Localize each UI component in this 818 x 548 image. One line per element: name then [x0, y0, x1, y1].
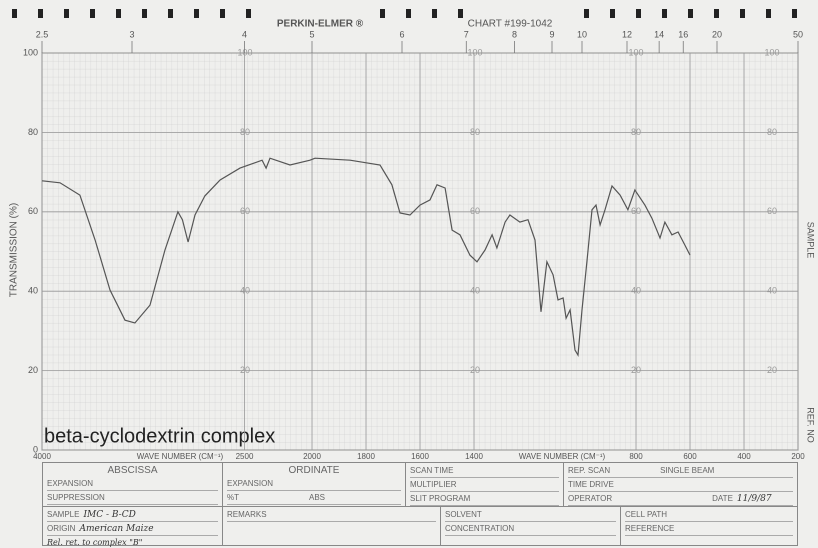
sample-value: IMC - B-CD	[83, 510, 136, 520]
x2-tick-label: 10	[577, 29, 587, 39]
inner-y-label: 80	[767, 127, 777, 137]
abscissa-box: ABSCISSA EXPANSION SUPPRESSION	[42, 462, 223, 507]
x2-tick-label: 9	[549, 29, 554, 39]
x2-tick-label: 3	[129, 29, 134, 39]
inner-y-label: 60	[240, 206, 250, 216]
form-field: ABS	[309, 493, 326, 502]
sample-box: SAMPLE IMC - B-CD ORIGIN American Maize Re…	[42, 506, 223, 548]
x-tick-label: 800	[629, 452, 643, 461]
x2-tick-label: 2.5	[36, 29, 49, 39]
form-field: OPERATOR DATE 11/9/87	[568, 493, 793, 506]
y-tick-label: 60	[28, 206, 38, 216]
rep-box: REP. SCAN SINGLE BEAM TIME DRIVE OPERATOR…	[563, 462, 798, 507]
binding-holes	[12, 9, 797, 18]
form-field: REP. SCAN SINGLE BEAM	[568, 465, 793, 478]
cell-box: CELL PATH REFERENCE	[620, 506, 798, 546]
form-field: DATE	[712, 494, 733, 503]
form-field: ORIGIN American Maize	[47, 523, 218, 536]
form-field: %T ABS	[227, 492, 401, 505]
brand: PERKIN-ELMER ®	[277, 19, 364, 30]
x2-tick-label: 4	[242, 29, 247, 39]
form-title: ORDINATE	[288, 465, 340, 476]
x-tick-label: 400	[737, 452, 751, 461]
x-tick-label: 1400	[465, 452, 483, 461]
y-tick-label: 40	[28, 286, 38, 296]
inner-y-label: 100	[237, 47, 252, 57]
y-tick-label: 20	[28, 365, 38, 375]
x2-tick-label: 16	[678, 29, 688, 39]
ordinate-box: ORDINATE EXPANSION %T ABS	[222, 462, 406, 507]
solvent-box: SOLVENT CONCENTRATION	[440, 506, 621, 546]
form-field: CONCENTRATION	[445, 523, 616, 536]
annotation: beta-cyclodextrin complex	[44, 425, 275, 447]
form-field: REP. SCAN	[568, 466, 611, 475]
y-tick-label: 80	[28, 127, 38, 137]
form-field: SAMPLE IMC - B-CD	[47, 509, 218, 522]
inner-y-label: 40	[240, 286, 250, 296]
x2-tick-label: 20	[712, 29, 722, 39]
form-field: SUPPRESSION	[47, 492, 218, 505]
origin-value: American Maize	[79, 524, 154, 534]
inner-y-label: 20	[240, 365, 250, 375]
x-tick-label: 4000	[33, 452, 51, 461]
form-field: SAMPLE	[47, 510, 80, 519]
inner-y-label: 100	[467, 47, 482, 57]
form-field: CELL PATH	[625, 509, 793, 522]
remarks-box: REMARKS	[222, 506, 441, 546]
x-tick-label: 2500	[236, 452, 254, 461]
form-field: REMARKS	[227, 509, 436, 522]
inner-y-label: 40	[470, 286, 480, 296]
form-field: SCAN TIME	[410, 465, 559, 478]
sample-note: Rel. ret. to complex "B"	[47, 537, 218, 548]
form-field: TIME DRIVE	[568, 479, 793, 492]
inner-y-label: 40	[767, 286, 777, 296]
side-label: SAMPLE	[806, 222, 816, 259]
inner-y-label: 60	[470, 206, 480, 216]
form-field: EXPANSION	[47, 478, 218, 491]
x2-tick-label: 5	[309, 29, 314, 39]
x2-tick-label: 12	[622, 29, 632, 39]
form-field: SLIT PROGRAM	[410, 493, 559, 506]
form-field: ORIGIN	[47, 524, 76, 533]
form-field: OPERATOR	[568, 494, 613, 503]
x2-tick-label: 7	[464, 29, 469, 39]
inner-y-label: 20	[470, 365, 480, 375]
form-field: %T	[227, 493, 239, 502]
side-label: REF. NO	[806, 407, 816, 443]
form-field: EXPANSION	[227, 478, 401, 491]
y-tick-label: 100	[23, 47, 38, 57]
x2-tick-label: 14	[654, 29, 664, 39]
inner-y-label: 100	[764, 47, 779, 57]
date-value: 11/9/87	[736, 494, 772, 504]
x2-tick-label: 8	[512, 29, 517, 39]
form-field: MULTIPLIER	[410, 479, 559, 492]
x2-tick-label: 6	[399, 29, 404, 39]
x-tick-label: 600	[683, 452, 697, 461]
chart-number: CHART #199-1042	[468, 19, 553, 30]
scan-box: SCAN TIME MULTIPLIER SLIT PROGRAM	[405, 462, 564, 507]
x-tick-label: 2000	[303, 452, 321, 461]
inner-y-label: 80	[470, 127, 480, 137]
y-axis-label: TRANSMISSION (%)	[9, 203, 20, 297]
x-tick-label: 1600	[411, 452, 429, 461]
form-field: SINGLE BEAM	[660, 466, 715, 475]
x-tick-label: 200	[791, 452, 805, 461]
form-field: SOLVENT	[445, 509, 616, 522]
y-tick-label: 0	[33, 444, 38, 454]
x-tick-label: 1800	[357, 452, 375, 461]
x2-tick-label: 50	[793, 29, 803, 39]
form-field: REFERENCE	[625, 523, 793, 536]
form-title: ABSCISSA	[107, 465, 158, 476]
inner-y-label: 80	[240, 127, 250, 137]
inner-y-label: 20	[767, 365, 777, 375]
x-axis-label: WAVE NUMBER (CM⁻¹)	[519, 452, 606, 461]
inner-y-label: 100	[628, 47, 643, 57]
x-axis-label: WAVE NUMBER (CM⁻¹)	[137, 452, 224, 461]
spectrum-line	[41, 157, 691, 358]
inner-y-label: 60	[767, 206, 777, 216]
